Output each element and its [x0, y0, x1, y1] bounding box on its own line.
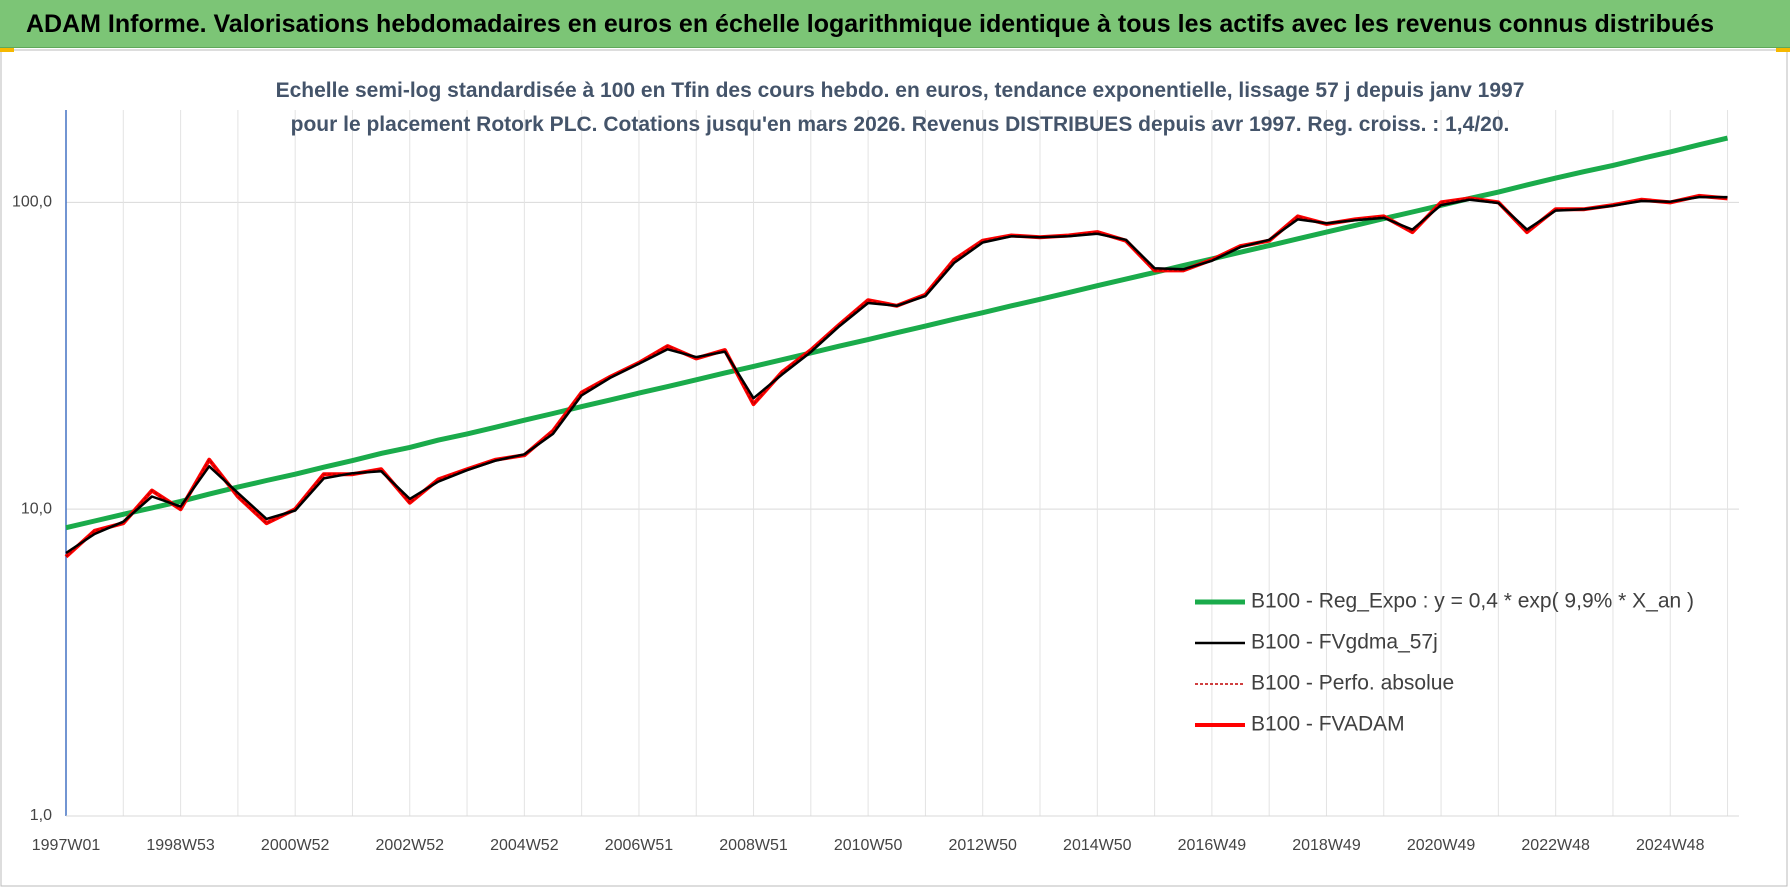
legend-label: B100 - FVADAM	[1251, 713, 1405, 736]
series-line	[65, 135, 1729, 531]
corner	[0, 44, 14, 52]
x-tick-label: 2016W49	[1178, 837, 1247, 854]
x-tick-label: 2020W49	[1407, 837, 1476, 854]
y-tick-label: 1,0	[30, 807, 52, 824]
x-tick-label: 2022W48	[1521, 837, 1590, 854]
x-tick-label: 2004W52	[490, 837, 559, 854]
series-line	[65, 195, 1728, 555]
legend-label: B100 - Perfo. absolue	[1251, 672, 1454, 695]
x-tick-label: 2024W48	[1636, 837, 1705, 854]
x-tick-label: 2014W50	[1063, 837, 1132, 854]
corner	[1776, 44, 1790, 52]
chart-subtitle: Echelle semi-log standardisée à 100 en T…	[275, 79, 1525, 136]
header-title: ADAM Informe. Valorisations hebdomadaire…	[0, 0, 1790, 48]
x-tick-label: 2006W51	[605, 837, 674, 854]
series-line	[64, 193, 1728, 559]
x-tick-label: 2010W50	[834, 837, 903, 854]
series-line	[65, 195, 1728, 558]
x-tick-label: 1997W01	[32, 837, 101, 854]
y-tick-label: 10,0	[21, 500, 52, 517]
x-tick-label: 2000W52	[261, 837, 330, 854]
y-tick-label: 100,0	[12, 194, 52, 211]
x-tick-label: 1998W53	[146, 837, 215, 854]
x-tick-label: 2018W49	[1292, 837, 1361, 854]
legend-label: B100 - FVgdma_57j	[1251, 631, 1438, 654]
x-tick-label: 2012W50	[948, 837, 1017, 854]
x-tick-label: 2008W51	[719, 837, 788, 854]
x-tick-label: 2002W52	[376, 837, 445, 854]
legend-label: B100 - Reg_Expo : y = 0,4 * exp( 9,9% * …	[1251, 590, 1694, 613]
chart-frame	[0, 49, 1788, 887]
